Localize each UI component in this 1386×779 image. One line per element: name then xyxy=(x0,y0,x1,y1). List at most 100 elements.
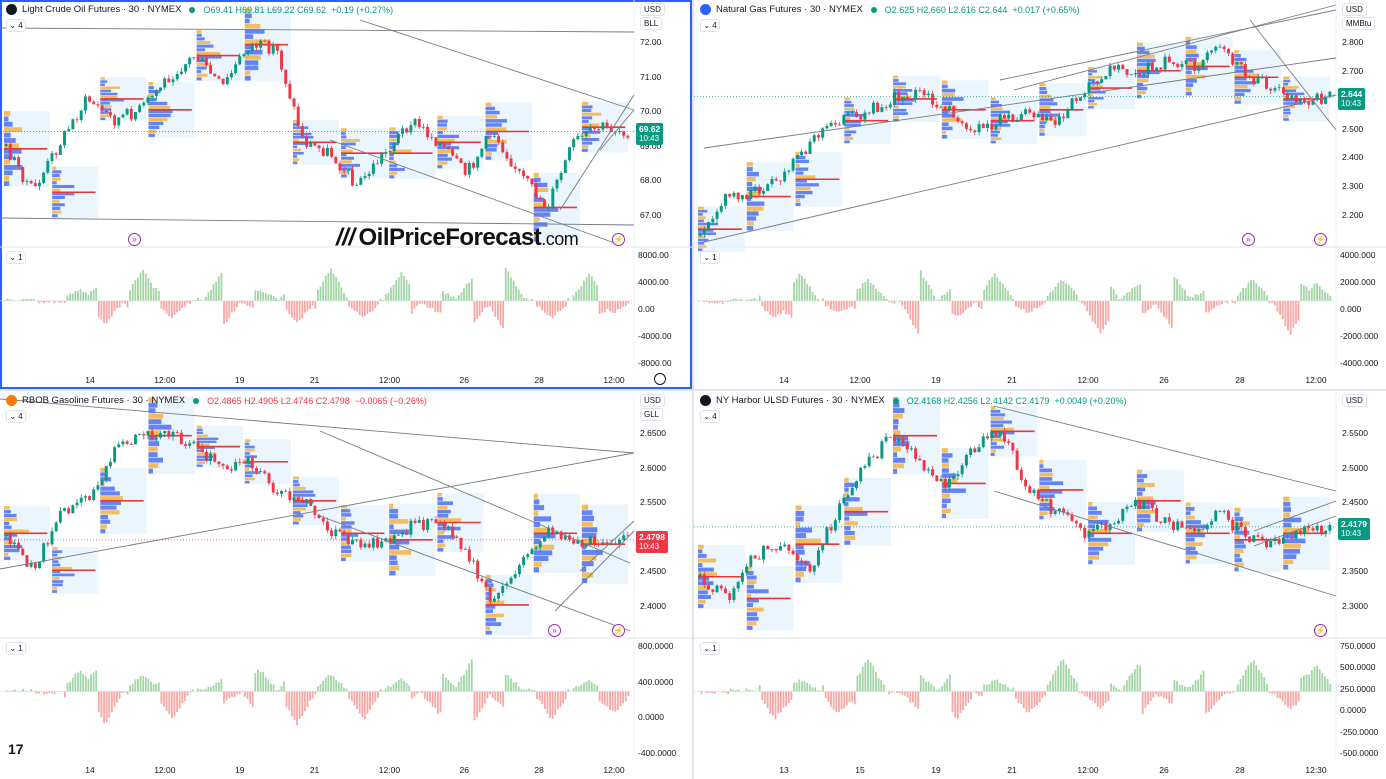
candle-body[interactable] xyxy=(1150,502,1154,509)
candle-body[interactable] xyxy=(175,73,179,80)
chart-canvas[interactable] xyxy=(0,391,692,779)
candle-body[interactable] xyxy=(417,519,421,523)
economic-event-icon[interactable]: » xyxy=(128,233,141,246)
candle-body[interactable] xyxy=(325,147,329,156)
candle-body[interactable] xyxy=(572,539,576,544)
candle-body[interactable] xyxy=(467,549,471,562)
candle-body[interactable] xyxy=(1117,520,1121,524)
candle-body[interactable] xyxy=(367,173,371,177)
candle-body[interactable] xyxy=(1269,541,1273,548)
candle-body[interactable] xyxy=(1007,441,1011,443)
candle-body[interactable] xyxy=(129,108,133,120)
candle-body[interactable] xyxy=(800,560,804,563)
candle-body[interactable] xyxy=(914,89,918,100)
candle-body[interactable] xyxy=(1265,77,1268,89)
candle-body[interactable] xyxy=(922,460,926,471)
candle-body[interactable] xyxy=(745,566,749,573)
candle-body[interactable] xyxy=(901,438,905,444)
main-pane-collapse-button[interactable]: ⌄ 4 xyxy=(700,410,720,423)
candle-body[interactable] xyxy=(88,96,92,102)
candle-body[interactable] xyxy=(969,128,973,131)
economic-event-icon[interactable]: » xyxy=(548,624,561,637)
candle-body[interactable] xyxy=(1125,506,1129,510)
candle-body[interactable] xyxy=(816,550,820,566)
candle-body[interactable] xyxy=(1045,499,1049,501)
candle-body[interactable] xyxy=(463,549,467,550)
candle-body[interactable] xyxy=(476,560,480,579)
candle-body[interactable] xyxy=(884,107,888,109)
candle-body[interactable] xyxy=(1243,527,1247,537)
candle-body[interactable] xyxy=(1184,60,1188,65)
candle-body[interactable] xyxy=(426,126,430,138)
candle-body[interactable] xyxy=(584,131,588,136)
candle-body[interactable] xyxy=(1235,522,1239,531)
candle-body[interactable] xyxy=(259,40,263,48)
candle-body[interactable] xyxy=(4,144,8,147)
chart-canvas[interactable] xyxy=(694,391,1386,779)
candle-body[interactable] xyxy=(338,529,342,532)
candle-body[interactable] xyxy=(1032,112,1036,118)
candle-body[interactable] xyxy=(117,444,121,448)
candle-body[interactable] xyxy=(497,592,501,599)
candle-body[interactable] xyxy=(12,542,16,545)
candle-body[interactable] xyxy=(384,152,388,154)
candle-body[interactable] xyxy=(1011,114,1015,123)
candle-body[interactable] xyxy=(296,497,300,501)
candle-body[interactable] xyxy=(33,563,37,569)
candle-body[interactable] xyxy=(846,113,850,116)
candle-body[interactable] xyxy=(732,588,736,600)
symbol-legend[interactable]: NY Harbor ULSD Futures · 30 · NYMEX O2.41… xyxy=(700,395,1126,406)
candle-body[interactable] xyxy=(762,190,765,194)
candle-body[interactable] xyxy=(698,574,702,577)
candle-body[interactable] xyxy=(359,177,363,185)
candle-body[interactable] xyxy=(129,443,133,445)
candle-body[interactable] xyxy=(1002,430,1006,442)
candle-body[interactable] xyxy=(1129,74,1133,76)
candle-body[interactable] xyxy=(905,97,909,100)
trend-line[interactable] xyxy=(1013,4,1337,91)
candle-body[interactable] xyxy=(795,155,799,159)
candle-body[interactable] xyxy=(409,125,413,133)
candle-body[interactable] xyxy=(812,135,816,142)
candle-body[interactable] xyxy=(1201,60,1205,69)
candle-body[interactable] xyxy=(698,233,702,236)
candle-body[interactable] xyxy=(888,104,892,108)
candle-body[interactable] xyxy=(719,585,723,589)
candle-body[interactable] xyxy=(871,102,875,114)
candle-body[interactable] xyxy=(1303,526,1307,534)
candle-body[interactable] xyxy=(305,499,309,504)
candle-body[interactable] xyxy=(1193,61,1197,71)
candle-body[interactable] xyxy=(284,69,288,84)
candle-body[interactable] xyxy=(100,105,104,111)
candle-body[interactable] xyxy=(321,518,325,522)
candle-body[interactable] xyxy=(783,544,787,547)
candle-body[interactable] xyxy=(855,112,858,117)
candle-body[interactable] xyxy=(300,126,304,137)
candle-body[interactable] xyxy=(271,482,275,493)
candle-body[interactable] xyxy=(762,545,765,560)
candle-body[interactable] xyxy=(359,539,363,548)
candle-body[interactable] xyxy=(355,539,359,541)
candle-body[interactable] xyxy=(171,432,175,437)
candle-body[interactable] xyxy=(800,151,804,156)
candle-body[interactable] xyxy=(267,473,271,483)
candle-body[interactable] xyxy=(1070,514,1074,521)
chart-pane-cl[interactable]: Light Crude Oil Futures · 30 · NYMEX O69.… xyxy=(0,0,692,389)
candle-body[interactable] xyxy=(446,146,450,150)
candle-body[interactable] xyxy=(863,112,867,120)
candle-body[interactable] xyxy=(513,166,517,169)
candle-body[interactable] xyxy=(204,451,208,461)
trend-line[interactable] xyxy=(0,398,635,454)
symbol-legend[interactable]: Light Crude Oil Futures · 30 · NYMEX O69.… xyxy=(6,4,393,15)
candle-body[interactable] xyxy=(434,519,438,523)
currency-button[interactable]: USD xyxy=(640,3,665,16)
dividend-lightning-icon[interactable]: ⚡ xyxy=(1314,624,1327,637)
candle-body[interactable] xyxy=(409,520,413,535)
candle-body[interactable] xyxy=(342,170,346,172)
candle-body[interactable] xyxy=(990,432,994,439)
chart-settings-gear-icon[interactable] xyxy=(654,373,666,385)
candle-body[interactable] xyxy=(1201,528,1205,530)
candle-body[interactable] xyxy=(430,137,434,138)
candle-body[interactable] xyxy=(225,465,229,470)
candle-body[interactable] xyxy=(255,468,258,472)
